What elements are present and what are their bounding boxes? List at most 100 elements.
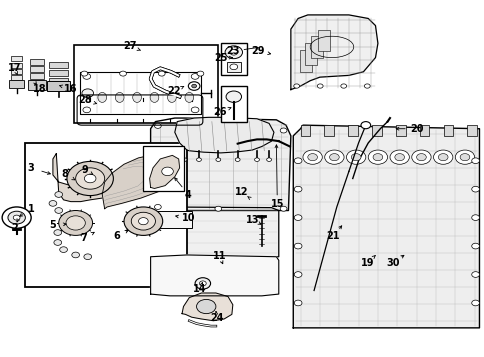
Circle shape	[196, 300, 215, 314]
Ellipse shape	[98, 92, 106, 102]
Circle shape	[120, 71, 126, 76]
Circle shape	[471, 272, 479, 277]
Text: 17: 17	[7, 62, 21, 72]
Circle shape	[329, 154, 338, 161]
Circle shape	[59, 211, 92, 235]
Bar	[395, 125, 405, 136]
Bar	[300, 125, 310, 136]
Circle shape	[438, 154, 447, 161]
Circle shape	[471, 243, 479, 249]
Text: 13: 13	[246, 215, 259, 225]
Circle shape	[294, 272, 302, 277]
Circle shape	[84, 254, 91, 260]
Circle shape	[76, 168, 105, 189]
Bar	[11, 56, 22, 61]
Bar	[220, 43, 247, 75]
Circle shape	[294, 215, 302, 221]
Circle shape	[294, 158, 302, 164]
Circle shape	[54, 240, 61, 245]
Bar	[143, 146, 184, 191]
Ellipse shape	[167, 92, 176, 102]
Bar	[30, 80, 44, 86]
Circle shape	[340, 84, 346, 88]
Polygon shape	[150, 155, 179, 188]
Circle shape	[158, 71, 165, 76]
Circle shape	[324, 150, 343, 164]
Circle shape	[191, 84, 196, 88]
Bar	[305, 43, 317, 65]
Circle shape	[83, 107, 91, 113]
Text: 21: 21	[326, 231, 339, 241]
Text: 22: 22	[166, 86, 180, 96]
Circle shape	[229, 49, 237, 55]
Circle shape	[161, 167, 173, 176]
Circle shape	[280, 128, 287, 133]
Bar	[47, 81, 70, 91]
Polygon shape	[151, 255, 278, 296]
Ellipse shape	[150, 92, 158, 102]
Circle shape	[124, 207, 162, 235]
Circle shape	[372, 154, 382, 161]
Polygon shape	[174, 117, 273, 153]
Circle shape	[72, 252, 79, 258]
Text: 16: 16	[64, 84, 77, 94]
Polygon shape	[182, 293, 232, 321]
Circle shape	[190, 121, 197, 126]
Bar	[220, 86, 247, 122]
Text: 4: 4	[184, 190, 191, 200]
Circle shape	[199, 281, 206, 286]
Circle shape	[84, 174, 96, 183]
Text: 3: 3	[28, 163, 34, 173]
Bar	[299, 50, 311, 72]
Circle shape	[360, 122, 370, 129]
Circle shape	[191, 107, 198, 113]
Text: 11: 11	[212, 251, 226, 261]
Text: 12: 12	[234, 187, 248, 197]
Polygon shape	[290, 15, 377, 90]
Text: 23: 23	[226, 46, 239, 56]
Bar	[28, 80, 46, 90]
Circle shape	[471, 158, 479, 164]
Bar	[30, 59, 44, 65]
Circle shape	[131, 212, 155, 230]
Circle shape	[394, 154, 404, 161]
Text: 14: 14	[193, 285, 206, 295]
Circle shape	[266, 158, 271, 161]
Bar	[49, 62, 68, 68]
Circle shape	[54, 230, 61, 235]
Bar	[30, 73, 44, 79]
Circle shape	[191, 74, 198, 79]
Circle shape	[307, 154, 317, 161]
Bar	[348, 125, 357, 136]
Circle shape	[346, 150, 365, 164]
Circle shape	[294, 243, 302, 249]
Bar	[49, 70, 68, 76]
Circle shape	[154, 205, 161, 210]
Circle shape	[433, 150, 452, 164]
Circle shape	[229, 64, 237, 70]
Circle shape	[215, 158, 220, 161]
Circle shape	[67, 161, 113, 196]
Circle shape	[294, 186, 302, 192]
Bar	[443, 125, 452, 136]
Circle shape	[235, 158, 240, 161]
Bar	[9, 80, 24, 88]
Bar	[74, 45, 218, 124]
Polygon shape	[102, 154, 178, 209]
Text: 7: 7	[80, 233, 87, 243]
Circle shape	[471, 186, 479, 192]
Circle shape	[195, 278, 210, 289]
Bar	[148, 211, 191, 228]
Circle shape	[471, 215, 479, 221]
Text: 20: 20	[409, 124, 423, 134]
Bar	[49, 77, 68, 84]
Circle shape	[294, 300, 302, 306]
Circle shape	[367, 150, 387, 164]
Bar	[80, 72, 201, 115]
Circle shape	[138, 218, 148, 225]
Circle shape	[280, 206, 287, 211]
Circle shape	[350, 154, 360, 161]
Bar	[11, 69, 22, 74]
Circle shape	[81, 71, 88, 76]
Circle shape	[197, 71, 203, 76]
